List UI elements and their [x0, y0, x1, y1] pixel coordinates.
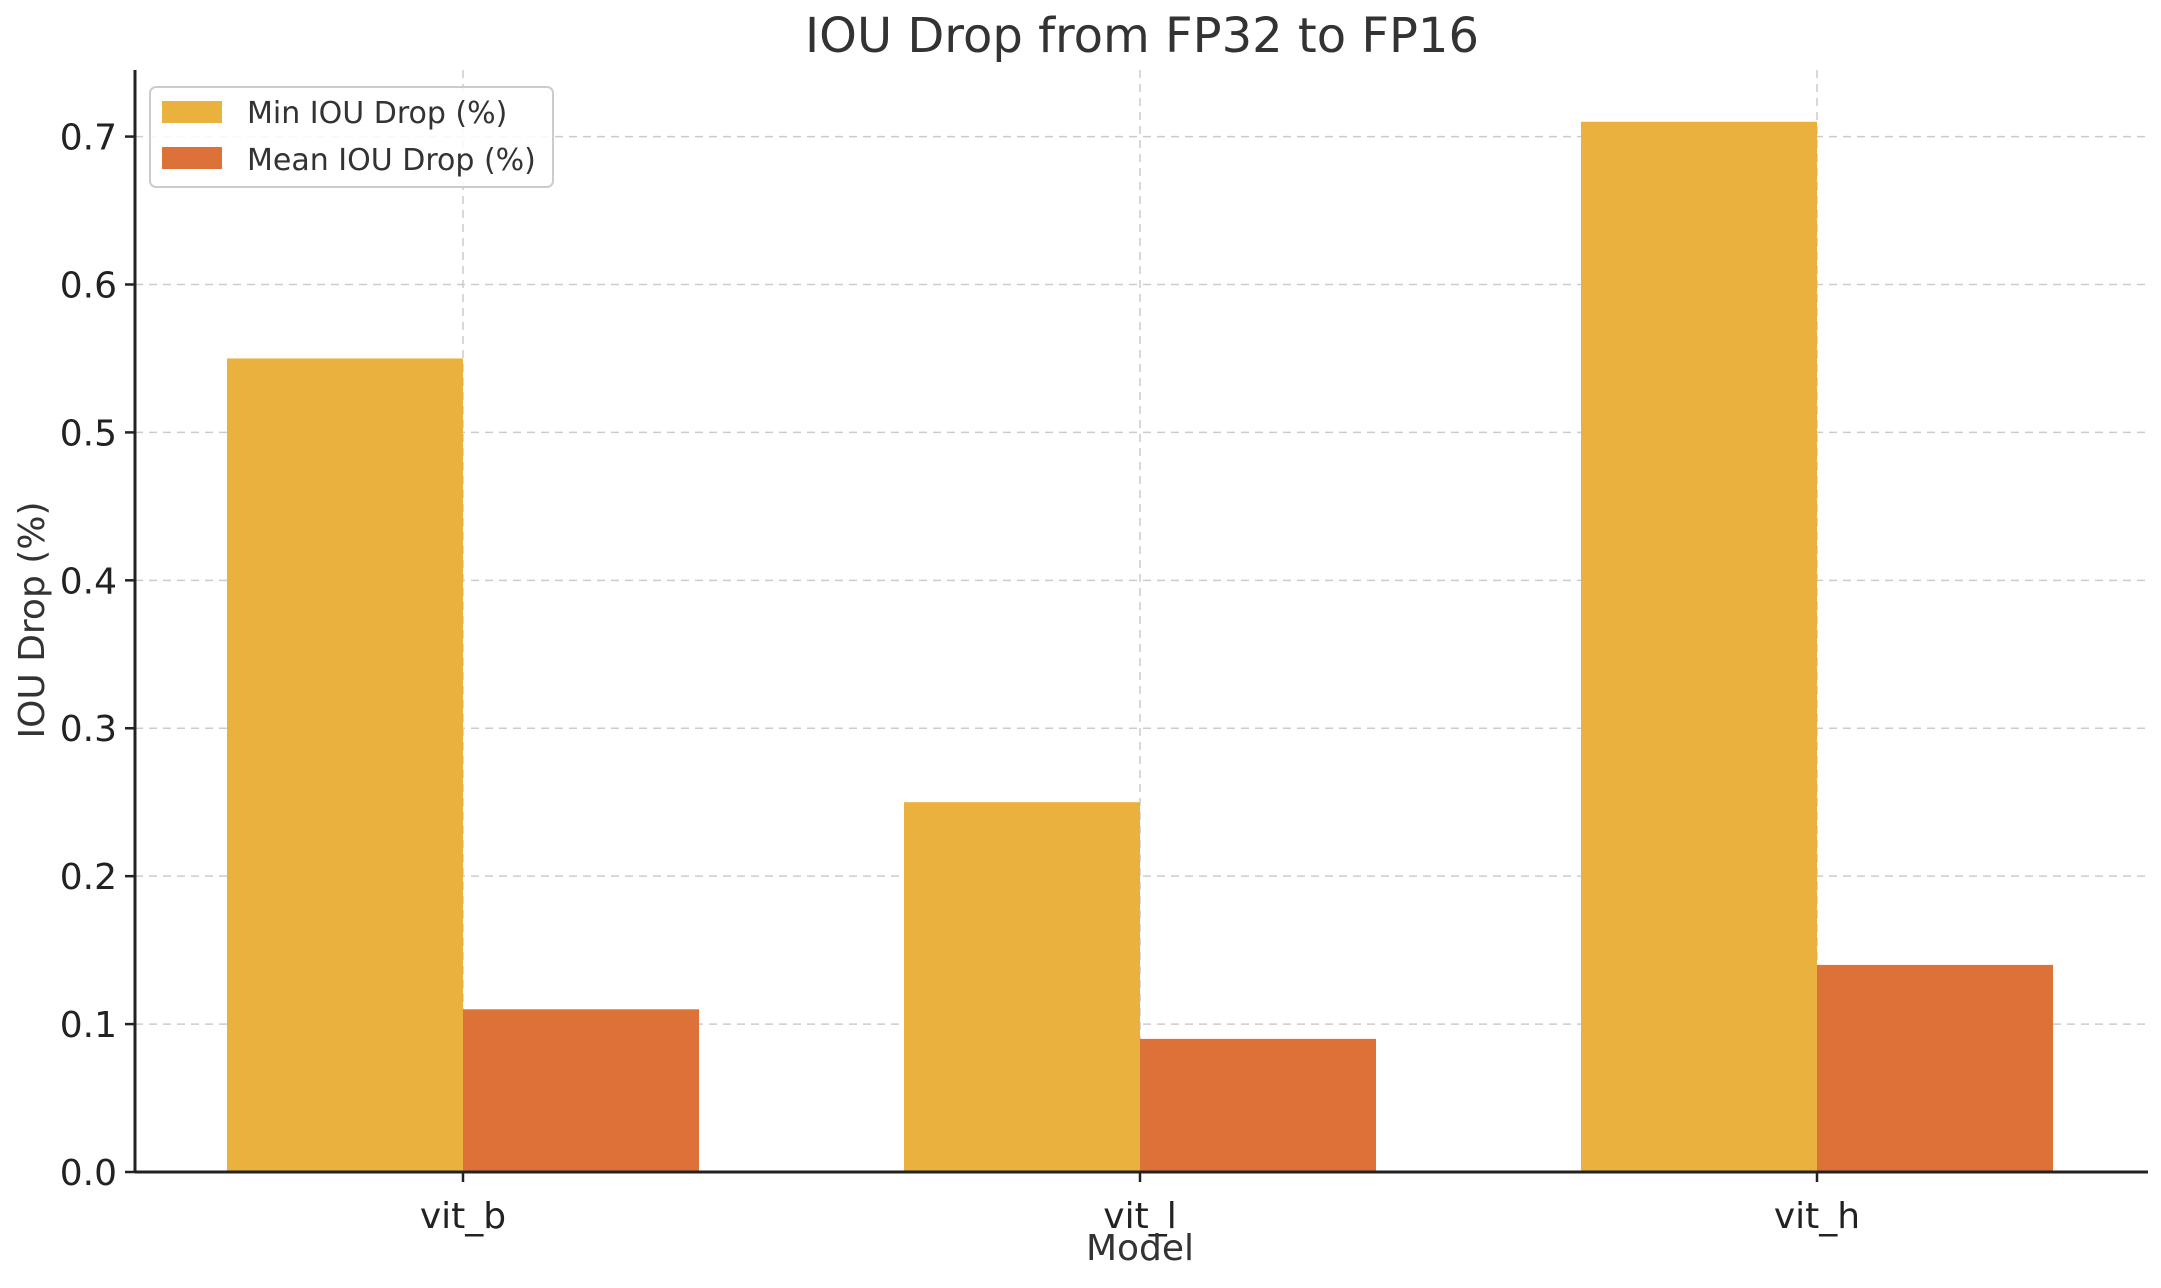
- y-tick-label-6: 0.6: [60, 265, 117, 306]
- y-tick-label-4: 0.4: [60, 561, 117, 602]
- bar-vit_h-mean-iou: [1817, 964, 2053, 1172]
- bar-vit_b-min-iou: [227, 358, 463, 1172]
- legend-label-min-iou: Min IOU Drop (%): [247, 96, 507, 131]
- x-tick-label-vit_l: vit_l: [1103, 1196, 1176, 1237]
- x-axis-label: Model: [1086, 1228, 1194, 1269]
- chart-title: IOU Drop from FP32 to FP16: [805, 8, 1479, 64]
- axes-layer: [133, 70, 2148, 1174]
- y-tick-label-5: 0.5: [60, 413, 117, 454]
- y-tick-label-1: 0.1: [60, 1005, 117, 1046]
- bar-vit_h-min-iou: [1581, 121, 1817, 1172]
- bar-vit_l-min-iou: [904, 802, 1140, 1172]
- legend: Min IOU Drop (%) Mean IOU Drop (%): [149, 86, 554, 188]
- legend-swatch-min-iou: [162, 101, 222, 123]
- ticks-layer: 0.0 0.1 0.2 0.3 0.4 0.5 0.6 0.7 vit_b vit_l vit_h: [60, 118, 1860, 1237]
- y-tick-label-3: 0.3: [60, 709, 117, 750]
- x-tick-label-vit_h: vit_h: [1774, 1196, 1860, 1237]
- y-axis-label: IOU Drop (%): [12, 501, 53, 738]
- y-tick-label-0: 0.0: [60, 1153, 117, 1194]
- bar-vit_l-mean-iou: [1140, 1038, 1376, 1172]
- y-tick-label-2: 0.2: [60, 857, 117, 898]
- bar-vit_b-mean-iou: [463, 1009, 699, 1172]
- legend-swatch-mean-iou: [162, 147, 222, 169]
- legend-label-mean-iou: Mean IOU Drop (%): [247, 143, 536, 178]
- legend-box: [149, 86, 554, 188]
- bars-layer: [227, 121, 2053, 1172]
- y-tick-label-7: 0.7: [60, 118, 117, 159]
- x-tick-label-vit_b: vit_b: [420, 1196, 506, 1237]
